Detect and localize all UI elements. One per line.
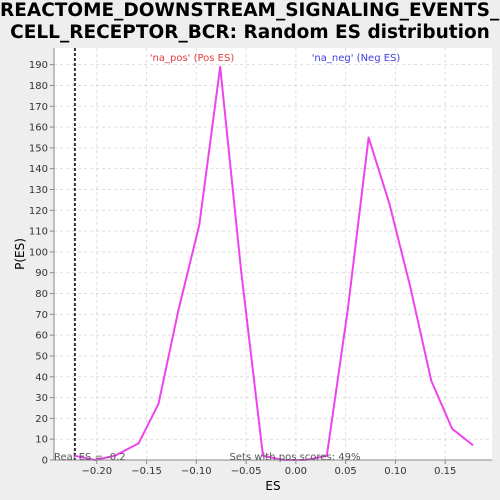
y-tick-label: 130	[29, 185, 48, 196]
y-tick-label: 160	[29, 123, 48, 134]
y-tick-label: 0	[42, 456, 48, 467]
axes	[53, 48, 492, 461]
chart-title-line-1: REACTOME_DOWNSTREAM_SIGNALING_EVENTS_OF_…	[0, 0, 500, 21]
chart-title: REACTOME_DOWNSTREAM_SIGNALING_EVENTS_OF_…	[0, 0, 500, 44]
x-tick-label: 0.05	[335, 466, 357, 477]
y-ticks: 0 10 20 30 40 50 60 70 80 90 100 110 120 130 140 150 160…	[29, 60, 54, 467]
chart-title-line-2: CELL_RECEPTOR_BCR: Random ES distributio…	[10, 22, 490, 43]
y-axis-label: P(ES)	[13, 238, 27, 270]
x-tick-label: 0.15	[434, 466, 456, 477]
y-tick-label: 120	[29, 206, 48, 217]
sets-pos-scores-label: Sets with pos scores: 49%	[230, 452, 361, 463]
y-tick-label: 100	[29, 247, 48, 258]
pos-es-label: 'na_pos' (Pos ES)	[150, 53, 235, 64]
es-density-line	[74, 65, 474, 461]
y-tick-label: 30	[35, 393, 48, 404]
y-tick-label: 20	[35, 414, 48, 425]
y-tick-label: 150	[29, 143, 48, 154]
x-tick-label: 0.00	[285, 466, 307, 477]
y-tick-label: 50	[35, 351, 48, 362]
real-es-label: Real ES = -0.2	[54, 452, 126, 463]
x-tick-label: −0.10	[181, 466, 212, 477]
x-tick-label: −0.15	[131, 466, 162, 477]
y-tick-label: 60	[35, 331, 48, 342]
x-tick-label: −0.05	[231, 466, 262, 477]
y-tick-label: 90	[35, 268, 48, 279]
y-tick-label: 10	[35, 435, 48, 446]
grid-lines	[54, 48, 492, 460]
neg-es-label: 'na_neg' (Neg ES)	[312, 53, 401, 64]
x-tick-label: 0.10	[384, 466, 406, 477]
x-axis-label: ES	[265, 479, 280, 493]
x-ticks: −0.20 −0.15 −0.10 −0.05 0.00 0.05 0.10 0.15	[81, 460, 456, 477]
x-tick-label: −0.20	[81, 466, 112, 477]
y-tick-label: 40	[35, 372, 48, 383]
y-tick-label: 70	[35, 310, 48, 321]
plot-area	[54, 48, 492, 460]
y-tick-label: 180	[29, 81, 48, 92]
y-tick-label: 190	[29, 60, 48, 71]
y-tick-label: 80	[35, 289, 48, 300]
y-tick-label: 170	[29, 102, 48, 113]
y-tick-label: 110	[29, 227, 48, 238]
y-tick-label: 140	[29, 164, 48, 175]
